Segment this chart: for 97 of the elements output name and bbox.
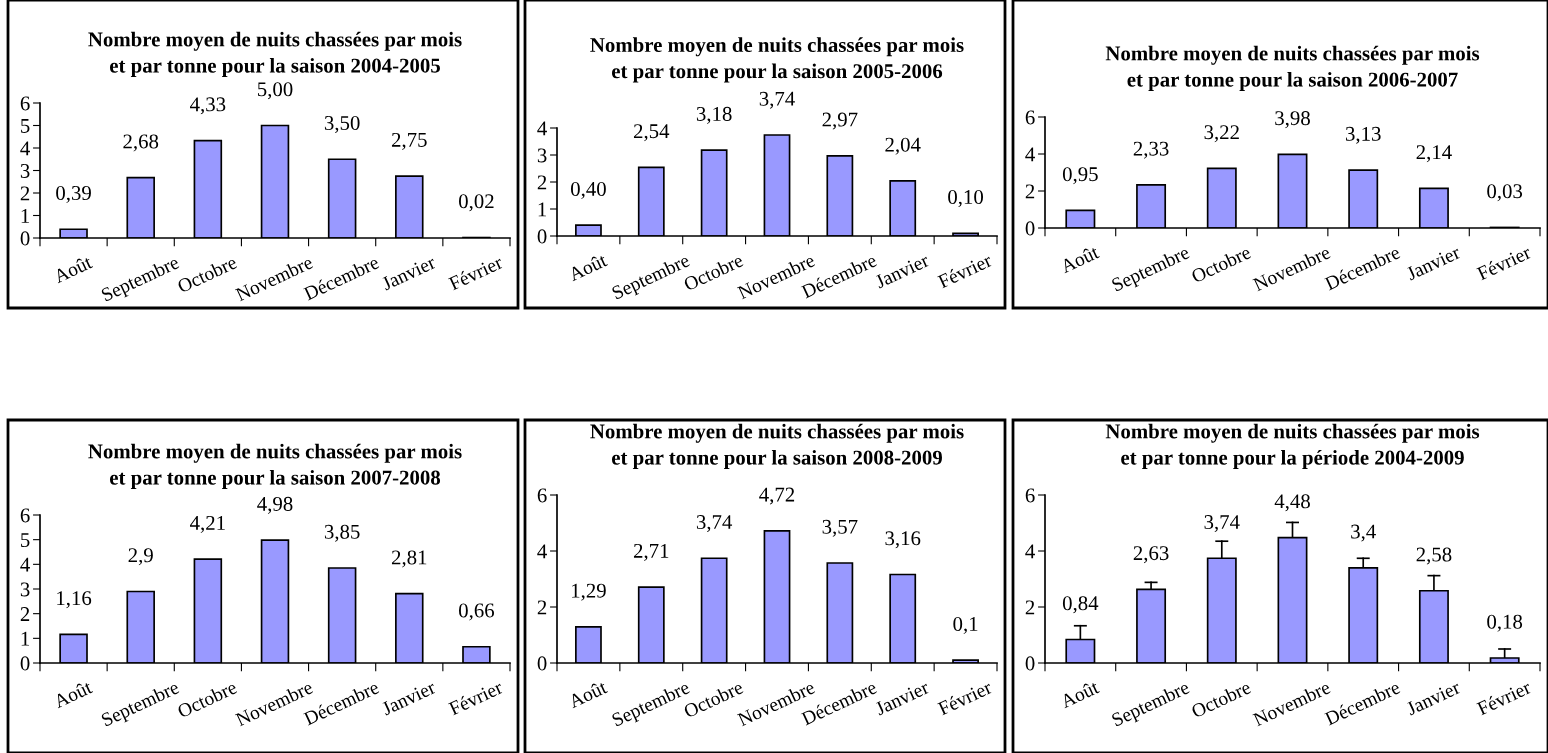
data-label: 3,18 [696, 106, 732, 124]
y-tick-label: 0 [1025, 221, 1035, 236]
data-label: 5,00 [257, 82, 293, 100]
data-label: 1,29 [572, 583, 606, 601]
chart-title: Nombre moyen de nuits chassées par mois et par tonne pour la saison 2006-2007 [1105, 45, 1480, 91]
y-tick-label: 1 [21, 208, 30, 223]
y-tick-label: 3 [537, 148, 547, 163]
data-label: 0,02 [458, 194, 494, 212]
data-label: 2,14 [1416, 145, 1452, 163]
y-tick-label: 2 [1025, 600, 1035, 615]
y-tick-label: 4 [537, 121, 547, 136]
x-tick-label: Février [447, 254, 504, 291]
y-tick-label: 6 [20, 96, 30, 111]
y-tick-label: 0 [537, 229, 547, 244]
data-label: 3,4 [1351, 524, 1376, 542]
data-label: 4,48 [1274, 494, 1310, 512]
data-label: 2,81 [391, 550, 427, 568]
data-label: 2,58 [1416, 547, 1452, 565]
y-tick-label: 1 [21, 631, 30, 646]
data-label: 0,95 [1062, 167, 1098, 185]
chart-title: Nombre moyen de nuits chassées par mois et par tonne pour la saison 2008-2009 [590, 423, 964, 469]
data-label: 2,04 [885, 137, 921, 155]
data-label: 0,40 [570, 181, 606, 199]
x-tick-label: Février [936, 252, 993, 289]
y-tick-label: 0 [20, 231, 30, 246]
data-label: 3,98 [1275, 111, 1310, 129]
chart-title: Nombre moyen de nuits chassées par mois et par tonne pour la saison 2007-2008 [88, 443, 462, 489]
y-tick-label: 6 [537, 488, 547, 503]
data-label: 2,71 [633, 543, 669, 561]
data-label: 2,9 [128, 548, 153, 566]
data-label: 4,72 [759, 487, 795, 505]
y-tick-label: 2 [20, 607, 30, 621]
x-tick-label: Août [1059, 244, 1100, 274]
x-tick-label: Août [567, 679, 609, 709]
y-tick-label: 0 [1025, 656, 1035, 671]
y-tick-label: 4 [537, 544, 547, 559]
data-label: 2,33 [1133, 141, 1169, 159]
y-tick-label: 0 [537, 656, 547, 671]
x-tick-label: Janvier [380, 680, 437, 716]
data-label: 3,57 [822, 519, 858, 537]
data-label: 3,74 [759, 91, 795, 109]
y-tick-label: 2 [1025, 184, 1035, 199]
data-label: 0,18 [1487, 614, 1523, 632]
chart-title: Nombre moyen de nuits chassées par mois et par tonne pour la saison 2005-2006 [590, 37, 964, 83]
y-tick-label: 6 [20, 508, 30, 523]
x-tick-label: Février [936, 679, 993, 716]
y-tick-label: 6 [1025, 110, 1035, 125]
x-tick-label: Février [447, 679, 504, 716]
data-label: 2,63 [1133, 546, 1169, 564]
y-tick-label: 5 [21, 119, 30, 133]
data-label: 3,50 [324, 115, 360, 134]
chart-title: Nombre moyen de nuits chassées par mois et par tonne pour la période 2004-2009 [1105, 423, 1480, 469]
data-label: 4,33 [190, 97, 226, 115]
x-tick-label: Janvier [1405, 680, 1462, 716]
y-tick-label: 6 [1025, 488, 1035, 503]
data-label: 1,16 [57, 591, 92, 609]
data-label: 2,97 [822, 112, 858, 130]
data-label: 2,75 [391, 132, 427, 150]
chart-title: Nombre moyen de nuits chassées par mois et par tonne pour la saison 2004-2005 [88, 31, 462, 77]
x-tick-label: Août [52, 254, 94, 284]
x-tick-label: Août [567, 252, 609, 282]
data-label: 2,54 [633, 124, 670, 142]
y-tick-label: 1 [538, 202, 547, 217]
x-tick-label: Août [1059, 679, 1100, 709]
y-tick-label: 4 [1025, 544, 1035, 559]
data-label: 0,03 [1487, 184, 1523, 202]
data-label: 3,16 [885, 531, 921, 549]
y-tick-label: 4 [1025, 147, 1035, 162]
x-tick-label: Octobre [1190, 679, 1252, 719]
y-tick-label: 4 [20, 141, 30, 156]
x-tick-label: Octobre [1190, 244, 1252, 284]
data-label: 0,1 [953, 616, 978, 634]
y-tick-label: 2 [20, 186, 30, 201]
data-label: 0,10 [948, 190, 984, 208]
x-tick-label: Février [1475, 244, 1532, 281]
x-tick-label: Février [1475, 679, 1532, 716]
y-tick-label: 4 [20, 557, 30, 572]
x-tick-label: Janvier [380, 255, 437, 291]
y-tick-label: 3 [20, 582, 30, 597]
data-label: 0,84 [1062, 596, 1099, 614]
data-label: 4,98 [257, 496, 293, 514]
data-label: 3,74 [1204, 515, 1240, 533]
data-label: 3,74 [696, 515, 733, 533]
x-tick-label: Août [52, 679, 94, 709]
y-tick-label: 0 [20, 656, 30, 671]
y-tick-label: 2 [537, 600, 547, 615]
x-tick-label: Janvier [1405, 245, 1462, 281]
data-label: 3,85 [324, 524, 360, 542]
data-label: 0,39 [56, 185, 91, 203]
data-label: 3,22 [1204, 125, 1239, 143]
data-label: 3,13 [1345, 126, 1381, 144]
y-tick-label: 5 [21, 533, 30, 548]
data-label: 4,21 [190, 515, 225, 533]
y-tick-label: 2 [537, 175, 547, 190]
data-label: 2,68 [123, 134, 159, 152]
data-label: 0,66 [458, 603, 495, 621]
y-tick-label: 3 [20, 163, 30, 178]
